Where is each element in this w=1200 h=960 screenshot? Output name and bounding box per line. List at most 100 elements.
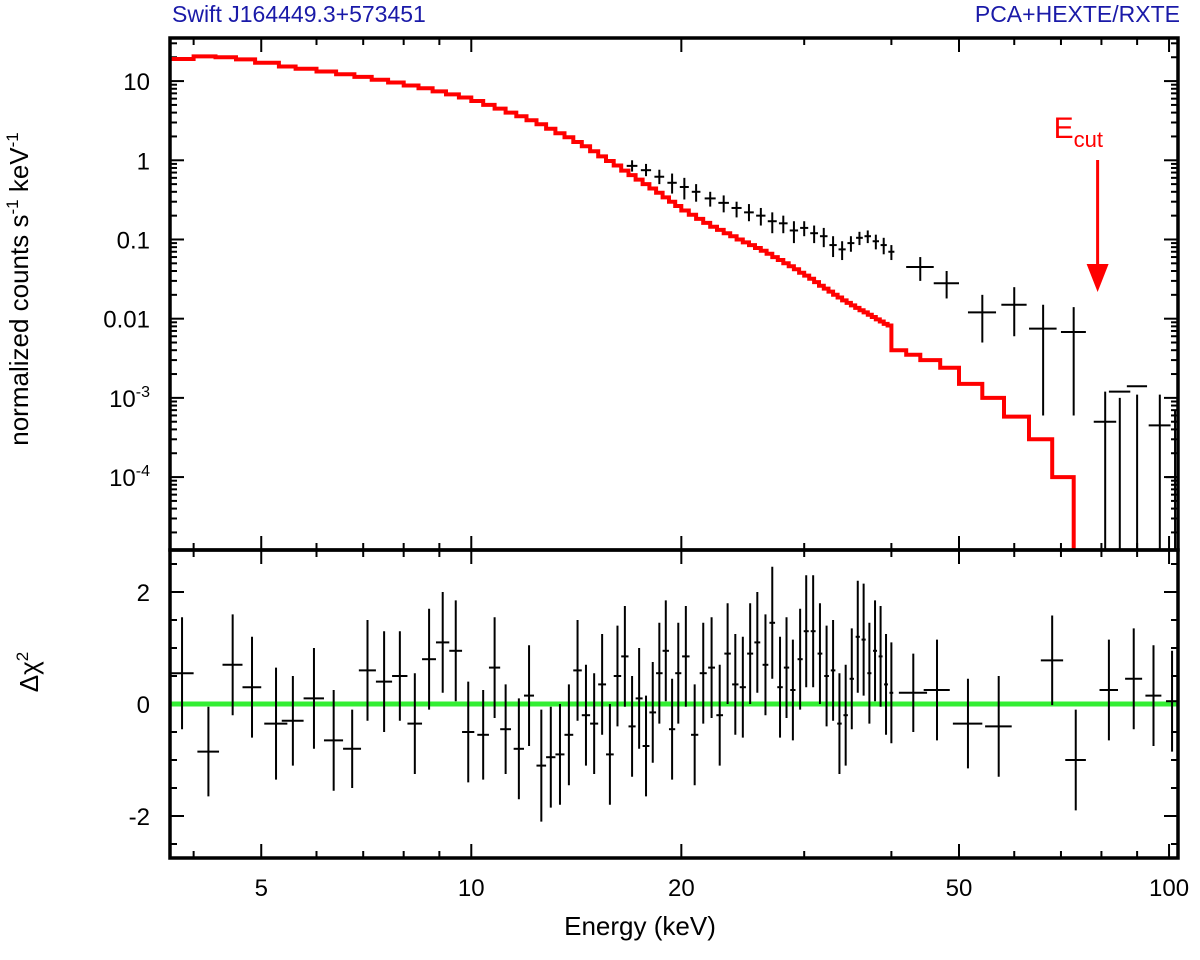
residual-point [392,631,408,721]
residual-point [716,664,724,766]
residual-point [724,603,731,704]
residual-point [536,709,547,822]
residual-point [613,625,622,727]
residual-point [843,664,848,766]
y-tick-label: 2 [137,580,150,607]
residual-point [662,600,669,702]
spectrum-data-point [856,231,863,246]
residual-point [564,684,574,786]
spectrum-data-point [810,225,819,244]
residual-point [777,636,783,738]
residual-point [170,617,194,730]
spectrum-data-point [829,236,837,258]
residual-point [754,592,761,693]
spectrum-data-point [1029,304,1057,416]
spectrum-plot-area [170,54,1178,550]
residual-point [849,628,854,730]
residual-point [449,600,463,702]
ecut-label: Ecut [1054,112,1103,152]
residual-point [477,690,489,780]
residual-point [1099,639,1119,741]
spectrum-data-point [1001,287,1027,337]
residual-point [1125,628,1143,730]
residual-point [1145,645,1162,746]
residual-point [242,636,262,738]
residual-point [1065,709,1086,811]
spectrum-data-point [654,169,665,185]
residual-point [281,676,304,766]
spectrum-data-point [640,163,652,177]
residuals-panel: 20-2 5 10 20 50 100 Δχ2 [13,548,1189,902]
residual-point [682,606,690,707]
residual-point [824,625,829,727]
spectrum-data-point [906,257,934,281]
spectrum-data-point [744,204,754,222]
spectrum-y-axis-title: normalized counts s-1 keV-1 [3,132,34,446]
model-curve-group [170,54,1076,550]
residual-point [675,622,682,724]
residual-point [747,603,754,704]
spectrum-data-point [767,212,777,234]
residual-point [323,690,344,791]
spectrum-data-point [967,294,997,343]
residual-point [488,617,501,718]
spectrum-data-point [819,227,828,248]
spectrum-data-point [789,221,799,244]
y-tick-label: -2 [129,804,150,831]
x-tick-label: 50 [946,875,973,902]
residual-point [889,642,894,744]
residual-point [513,698,525,800]
y-tick-label: 10-4 [109,463,150,492]
residual-point [867,622,872,724]
x-tick-label: 20 [668,875,695,902]
residual-point [621,606,629,707]
y-tick-label: 1 [137,148,150,175]
spectrum-data-point [1148,394,1171,550]
residual-point [1165,650,1178,752]
residual-point [817,603,823,704]
spectrum-data-point [718,195,729,213]
residual-point [422,608,436,710]
spectrum-data-point [838,241,846,261]
residual-point [264,667,288,780]
residual-point [952,678,983,769]
spectrum-data-point [731,201,742,218]
spectrum-y-tick-labels: 10 1 0.1 0.01 10-3 10-4 [103,69,150,492]
y-tick-label: 0.1 [117,227,150,254]
spectrum-data-point [1165,410,1178,550]
residual-point [462,681,475,783]
residual-point [810,575,816,688]
spectrum-data-point [880,237,887,255]
x-tick-label: 10 [458,875,485,902]
spectrum-data-point [933,270,959,299]
residual-point [830,620,836,721]
instrument-label: PCA+HEXTE/RXTE [975,1,1180,27]
spectrum-data-point [1126,385,1148,550]
spectrum-data-point [872,234,880,250]
residual-point [358,620,376,721]
residual-point [783,617,790,718]
model-curve [170,54,1076,550]
spectrum-panel: 10 1 0.1 0.01 10-3 10-4 normalized counts s-1… [3,36,1180,552]
residual-point [691,684,699,786]
ecut-arrow-head [1086,264,1109,292]
residual-point [769,566,776,679]
residual-point [555,704,565,805]
spectrum-data-point [667,173,677,194]
residual-point [598,634,607,735]
residual-point [878,606,883,707]
residual-point [837,673,842,774]
residual-point [343,709,362,788]
residual-point [581,664,591,766]
residual-point [590,673,599,774]
y-tick-label: 0 [137,692,150,719]
x-axis-title: Energy (keV) [564,911,716,941]
residual-point [407,673,423,774]
spectrum-data-point [800,221,809,237]
spectrum-data-point [778,215,788,234]
residual-point [524,645,535,746]
residual-point [762,614,769,716]
spectrum-data-point [679,177,689,200]
spectrum-ticks [170,38,1178,550]
